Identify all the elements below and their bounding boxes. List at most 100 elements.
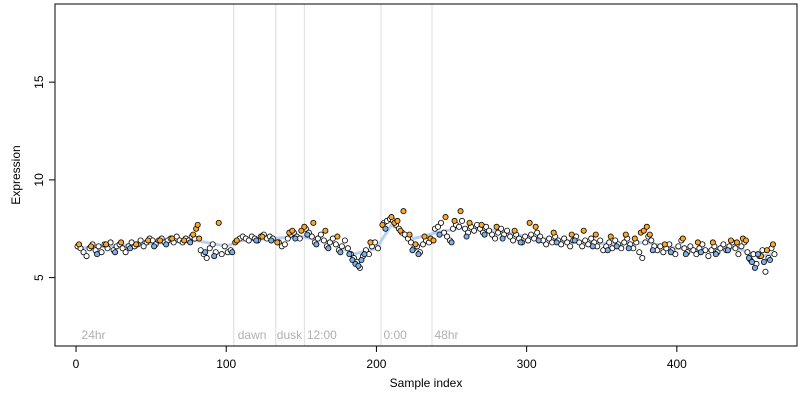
data-point — [344, 245, 351, 252]
data-point — [682, 251, 689, 258]
data-point — [451, 217, 458, 224]
data-point — [751, 264, 758, 271]
data-point — [738, 243, 745, 250]
data-point — [163, 241, 170, 248]
data-point — [394, 217, 401, 224]
data-point — [349, 257, 356, 264]
data-point — [709, 239, 716, 246]
data-point — [631, 235, 638, 242]
data-point — [355, 262, 362, 269]
data-point — [209, 241, 216, 248]
data-point — [642, 239, 649, 246]
data-point — [769, 241, 776, 248]
data-point — [358, 257, 365, 264]
data-point — [717, 245, 724, 252]
data-point — [568, 231, 575, 238]
data-point — [588, 235, 595, 242]
data-point — [649, 247, 656, 254]
data-point — [742, 237, 749, 244]
y-axis-title: Expression — [9, 145, 23, 204]
data-point — [760, 258, 767, 265]
data-point — [229, 249, 236, 256]
data-point — [648, 237, 655, 244]
plot-frame — [54, 3, 798, 347]
data-point — [298, 227, 305, 234]
data-point — [589, 243, 596, 250]
data-point — [511, 227, 518, 234]
data-point — [215, 219, 222, 226]
data-point — [607, 233, 614, 240]
data-point — [218, 251, 225, 258]
data-point — [748, 258, 755, 265]
data-point — [522, 233, 529, 240]
data-point — [681, 245, 688, 252]
data-point — [667, 249, 674, 256]
data-point — [95, 243, 102, 250]
data-point — [361, 251, 368, 258]
region-labels: 24hr dawn dusk 12:00 0:00 48hr — [82, 328, 459, 342]
data-point — [727, 237, 734, 244]
data-point — [733, 239, 740, 246]
data-point — [301, 223, 308, 230]
data-point — [145, 237, 152, 244]
data-point — [400, 208, 407, 215]
data-point — [504, 227, 511, 234]
data-point — [322, 227, 329, 234]
y-axis: 5 10 15 — [32, 75, 56, 281]
data-point — [194, 221, 201, 228]
data-point — [535, 237, 542, 244]
data-point — [553, 239, 560, 246]
data-point — [346, 251, 353, 258]
data-point — [471, 227, 478, 234]
data-point — [525, 237, 532, 244]
data-point — [253, 237, 260, 244]
data-point — [382, 225, 389, 232]
data-point — [705, 253, 712, 260]
data-point — [597, 237, 604, 244]
data-point — [450, 225, 457, 232]
data-point — [112, 249, 119, 256]
data-point — [675, 243, 682, 250]
data-point — [526, 219, 533, 226]
x-axis: 0 100 200 300 400 — [73, 345, 687, 371]
data-point — [259, 233, 266, 240]
data-point — [379, 221, 386, 228]
data-point — [202, 249, 209, 256]
data-point — [694, 239, 701, 246]
data-point — [712, 251, 719, 258]
data-point — [341, 237, 348, 244]
data-point — [419, 241, 426, 248]
data-point — [211, 253, 218, 260]
data-point — [181, 237, 188, 244]
data-point — [463, 233, 470, 240]
data-point — [771, 251, 778, 258]
data-point — [334, 233, 341, 240]
data-point — [604, 247, 611, 254]
data-point — [409, 247, 416, 254]
data-point — [579, 243, 586, 250]
data-point — [187, 239, 194, 246]
data-point — [326, 239, 333, 246]
data-point — [119, 245, 126, 252]
data-point — [94, 251, 101, 258]
data-point — [745, 255, 752, 262]
data-point — [444, 233, 451, 240]
data-point — [435, 223, 442, 230]
data-point — [621, 239, 628, 246]
data-point — [332, 241, 339, 248]
data-point — [221, 243, 228, 250]
data-point — [374, 245, 381, 252]
region-label: 12:00 — [307, 328, 337, 342]
data-point — [203, 255, 210, 262]
data-point — [561, 235, 568, 242]
data-point — [481, 231, 488, 238]
data-point — [499, 235, 506, 242]
data-point — [421, 233, 428, 240]
x-tick-label: 0 — [73, 357, 80, 371]
data-point — [438, 219, 445, 226]
data-point — [462, 225, 469, 232]
data-point — [412, 241, 419, 248]
data-point — [640, 227, 647, 234]
data-point — [367, 239, 374, 246]
